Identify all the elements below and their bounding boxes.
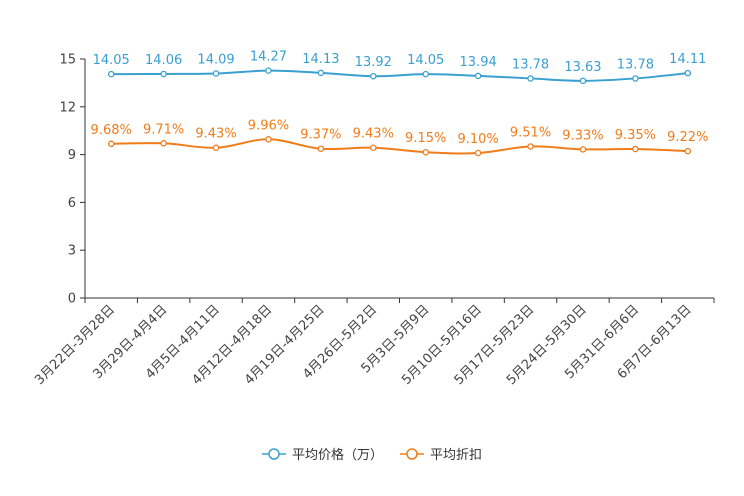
legend-item-average-price[interactable]: 平均价格（万）	[262, 447, 383, 463]
data-point[interactable]	[632, 75, 639, 82]
data-label: 9.43%	[353, 127, 394, 142]
y-tick-label: 0	[68, 292, 76, 307]
data-label: 13.63	[564, 60, 601, 75]
y-tick-label: 12	[59, 100, 76, 115]
data-label: 14.11	[669, 52, 706, 67]
data-point[interactable]	[160, 140, 167, 147]
data-label: 9.71%	[143, 122, 184, 137]
data-point[interactable]	[265, 67, 272, 74]
data-label: 14.05	[407, 53, 444, 68]
data-point[interactable]	[474, 72, 482, 80]
y-tick-label: 6	[68, 196, 76, 211]
legend-label: 平均折扣	[430, 448, 482, 463]
series-line	[111, 69, 688, 82]
data-point[interactable]	[527, 143, 534, 150]
data-label: 14.09	[197, 52, 234, 67]
y-axis-layer: 0 3 6 9 12 15	[59, 53, 86, 307]
data-point[interactable]	[212, 144, 220, 151]
data-label: 9.33%	[562, 128, 603, 143]
data-label: 13.92	[355, 55, 392, 70]
data-label: 14.06	[145, 53, 182, 68]
data-point[interactable]	[370, 72, 377, 80]
data-point[interactable]	[107, 140, 115, 148]
series-line	[111, 138, 688, 155]
x-axis-layer: 3月22日-3月28日3月29日-4月4日4月5日-4月11日4月12日-4月1…	[32, 297, 715, 388]
data-point[interactable]	[579, 146, 587, 153]
data-point[interactable]	[579, 77, 587, 85]
data-point[interactable]	[107, 70, 115, 78]
data-label: 9.35%	[615, 128, 656, 143]
data-point[interactable]	[212, 70, 220, 77]
data-point[interactable]	[317, 145, 325, 152]
data-label: 14.05	[93, 53, 130, 68]
data-label: 9.43%	[195, 127, 236, 142]
series-average-price: 14.05 14.06 14.09 14.27 14.13 13.92 14.05 13.94…	[93, 50, 706, 85]
data-label: 14.13	[302, 52, 339, 67]
data-point[interactable]	[370, 144, 377, 151]
y-tick-label: 15	[59, 53, 76, 68]
data-label: 9.37%	[300, 128, 341, 143]
data-point[interactable]	[474, 149, 482, 157]
y-tick-label: 9	[68, 148, 76, 163]
data-point[interactable]	[317, 69, 325, 77]
data-point[interactable]	[422, 70, 429, 78]
data-point[interactable]	[160, 70, 167, 78]
series-layer: 14.05 14.06 14.09 14.27 14.13 13.92 14.05 13.94…	[91, 50, 708, 157]
legend-item-average-discount[interactable]: 平均折扣	[400, 448, 482, 463]
data-label: 9.51%	[510, 125, 551, 140]
legend-circle-icon	[268, 448, 280, 460]
data-point[interactable]	[632, 145, 639, 153]
data-label: 9.96%	[248, 118, 289, 133]
y-tick-label: 3	[68, 244, 76, 259]
legend-label: 平均价格（万）	[292, 447, 383, 463]
data-label: 9.15%	[405, 131, 446, 146]
data-label: 9.68%	[91, 123, 132, 138]
data-point[interactable]	[684, 69, 692, 77]
series-average-discount: 9.68% 9.71% 9.43% 9.96% 9.37% 9.43% 9.15% 9.10%…	[91, 118, 708, 157]
data-point[interactable]	[527, 75, 534, 82]
data-label: 13.94	[460, 55, 497, 70]
legend-circle-icon	[406, 448, 418, 460]
data-point[interactable]	[684, 147, 692, 155]
data-label: 13.78	[617, 57, 654, 72]
data-point[interactable]	[265, 136, 272, 143]
legend[interactable]: 平均价格（万） 平均折扣	[262, 447, 482, 463]
data-label: 9.10%	[457, 132, 498, 147]
data-label: 14.27	[250, 50, 287, 65]
data-label: 9.22%	[667, 130, 708, 145]
data-point[interactable]	[422, 148, 429, 156]
data-label: 13.78	[512, 57, 549, 72]
